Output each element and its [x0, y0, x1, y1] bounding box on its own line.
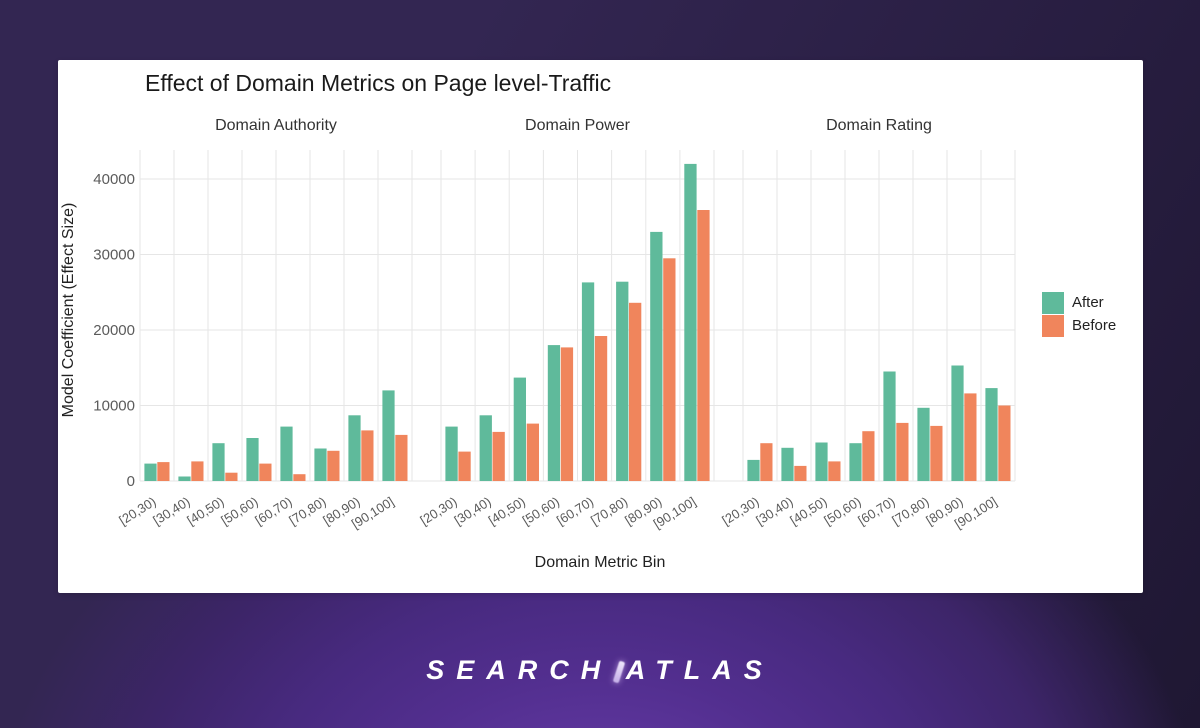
svg-text:[30,40): [30,40): [452, 494, 494, 528]
svg-text:10000: 10000: [93, 398, 135, 415]
svg-text:Domain Rating: Domain Rating: [826, 117, 932, 134]
svg-text:[60,70): [60,70): [855, 494, 897, 528]
svg-text:[60,70): [60,70): [554, 494, 596, 528]
svg-text:[40,50): [40,50): [787, 494, 829, 528]
svg-text:[30,40): [30,40): [753, 494, 795, 528]
svg-text:[70,80): [70,80): [286, 494, 328, 528]
svg-text:30000: 30000: [93, 247, 135, 264]
svg-text:[70,80): [70,80): [889, 494, 931, 528]
svg-text:20000: 20000: [93, 322, 135, 339]
svg-text:Domain Authority: Domain Authority: [215, 117, 337, 134]
svg-text:[50,60): [50,60): [821, 494, 863, 528]
svg-text:[50,60): [50,60): [520, 494, 562, 528]
svg-text:40000: 40000: [93, 171, 135, 188]
svg-text:[20,30): [20,30): [116, 494, 158, 528]
svg-text:0: 0: [127, 473, 135, 490]
svg-text:[40,50): [40,50): [184, 494, 226, 528]
svg-text:[40,50): [40,50): [486, 494, 528, 528]
svg-text:[70,80): [70,80): [588, 494, 630, 528]
svg-text:[20,30): [20,30): [719, 494, 761, 528]
svg-text:Domain Power: Domain Power: [525, 117, 631, 134]
svg-text:[60,70): [60,70): [252, 494, 294, 528]
svg-text:[30,40): [30,40): [150, 494, 192, 528]
svg-text:[20,30): [20,30): [417, 494, 459, 528]
svg-text:[50,60): [50,60): [218, 494, 260, 528]
